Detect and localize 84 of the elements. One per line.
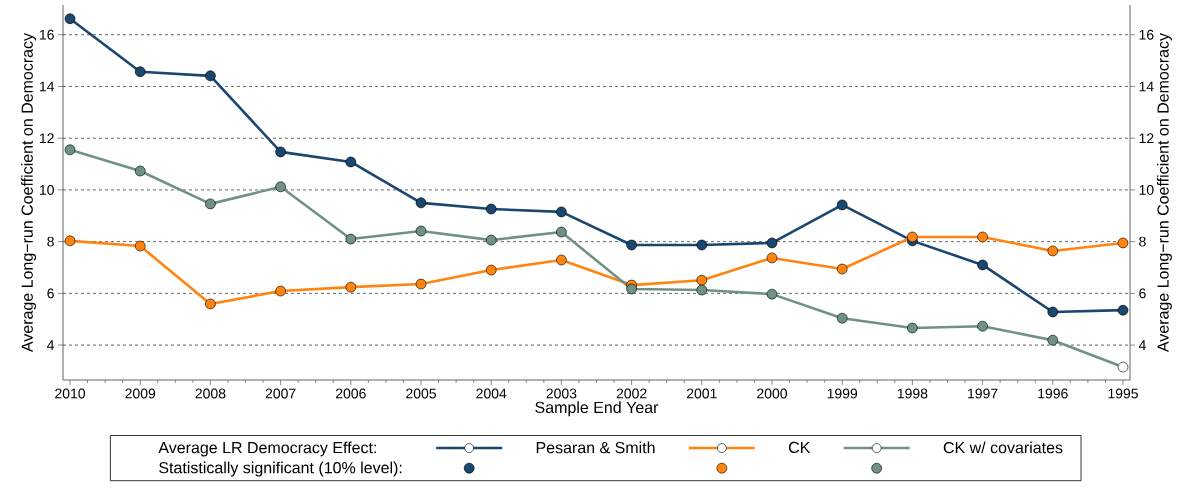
point: [1047, 334, 1059, 346]
point: [696, 274, 708, 286]
point: [696, 239, 708, 251]
legend-label: CK: [788, 441, 811, 454]
point: [907, 231, 918, 243]
x-tick-label: 1998: [897, 388, 928, 399]
point: [977, 231, 988, 243]
point: [626, 239, 637, 251]
x-tick-label: 2003: [546, 388, 577, 399]
point: [1117, 304, 1129, 316]
point: [275, 285, 286, 297]
legend-title: Average LR Democracy Effect:: [158, 441, 376, 457]
x-tick-label: 2000: [757, 388, 788, 399]
x-tick-label: 1995: [1108, 388, 1138, 399]
x-tick-label: 2007: [265, 388, 296, 399]
point: [485, 234, 497, 246]
x-tick-label: 2006: [335, 388, 366, 399]
point: [696, 284, 708, 296]
point: [345, 233, 357, 245]
point: [415, 197, 427, 209]
y2-tick-label: 8: [1139, 236, 1146, 247]
x-tick-label: 2004: [476, 388, 507, 399]
x-tick-label: 1996: [1038, 388, 1068, 399]
x-tick-label: 2002: [616, 388, 647, 399]
point: [1047, 306, 1059, 318]
point: [64, 235, 76, 247]
point: [556, 254, 567, 266]
y-tick-label: 16: [39, 29, 54, 40]
point: [275, 146, 286, 158]
point: [345, 156, 357, 168]
point: [345, 281, 357, 293]
x-tick-label: 1999: [827, 388, 858, 399]
y-tick-label: 10: [39, 184, 54, 195]
point: [1117, 237, 1129, 249]
point: [836, 199, 848, 211]
point: [205, 298, 216, 310]
point: [626, 283, 637, 295]
point: [415, 225, 427, 237]
x-tick-label: 2001: [686, 388, 717, 399]
point: [556, 226, 567, 238]
y2-tick-label: 4: [1138, 340, 1146, 350]
y2-tick-label: 14: [1139, 81, 1154, 92]
legend-label: Pesaran & Smith: [536, 441, 655, 454]
text: Statistically significant (10% level):: [159, 461, 402, 477]
x-tick-label: 2005: [406, 388, 436, 399]
point: [134, 66, 146, 78]
point: [1047, 245, 1059, 257]
y-axis-title: Average Long−run Coefficient on Democracy: [21, 33, 37, 353]
y2-tick-label: 10: [1139, 184, 1154, 195]
x-tick-label: 1997: [968, 388, 998, 399]
point: [64, 13, 76, 25]
point: [766, 237, 778, 249]
point: [64, 144, 76, 156]
point: [485, 264, 497, 276]
x-tick-label: 2008: [195, 388, 226, 399]
y2-axis-title: Average Long−run Coefficient on Democracy: [1156, 33, 1172, 353]
y-tick-label: 6: [47, 288, 54, 299]
y2-tick-label: 6: [1139, 288, 1146, 299]
y2-tick-label: 16: [1139, 29, 1154, 40]
y-tick-label: 4: [47, 340, 55, 350]
point: [766, 252, 778, 264]
point: [836, 263, 848, 275]
y-tick-label: 12: [39, 133, 54, 144]
x-axis-title: Sample End Year: [535, 401, 659, 417]
point: [836, 312, 848, 324]
point: [134, 240, 146, 252]
point: [977, 259, 988, 271]
point: [205, 70, 216, 82]
x-tick-label: 2010: [55, 388, 86, 399]
point: [907, 322, 918, 334]
point: [134, 165, 146, 177]
y-tick-label: 14: [39, 81, 55, 92]
point: [1117, 361, 1129, 373]
point: [556, 206, 567, 218]
x-tick-label: 2009: [125, 388, 156, 399]
point: [766, 288, 778, 300]
point: [205, 198, 216, 210]
point: [977, 320, 988, 332]
point: [415, 278, 427, 290]
legend-label: CK w/ covariates: [943, 441, 1063, 454]
point: [485, 203, 497, 215]
y2-tick-label: 12: [1139, 133, 1154, 144]
y-tick-label: 8: [47, 236, 54, 247]
point: [275, 181, 286, 193]
